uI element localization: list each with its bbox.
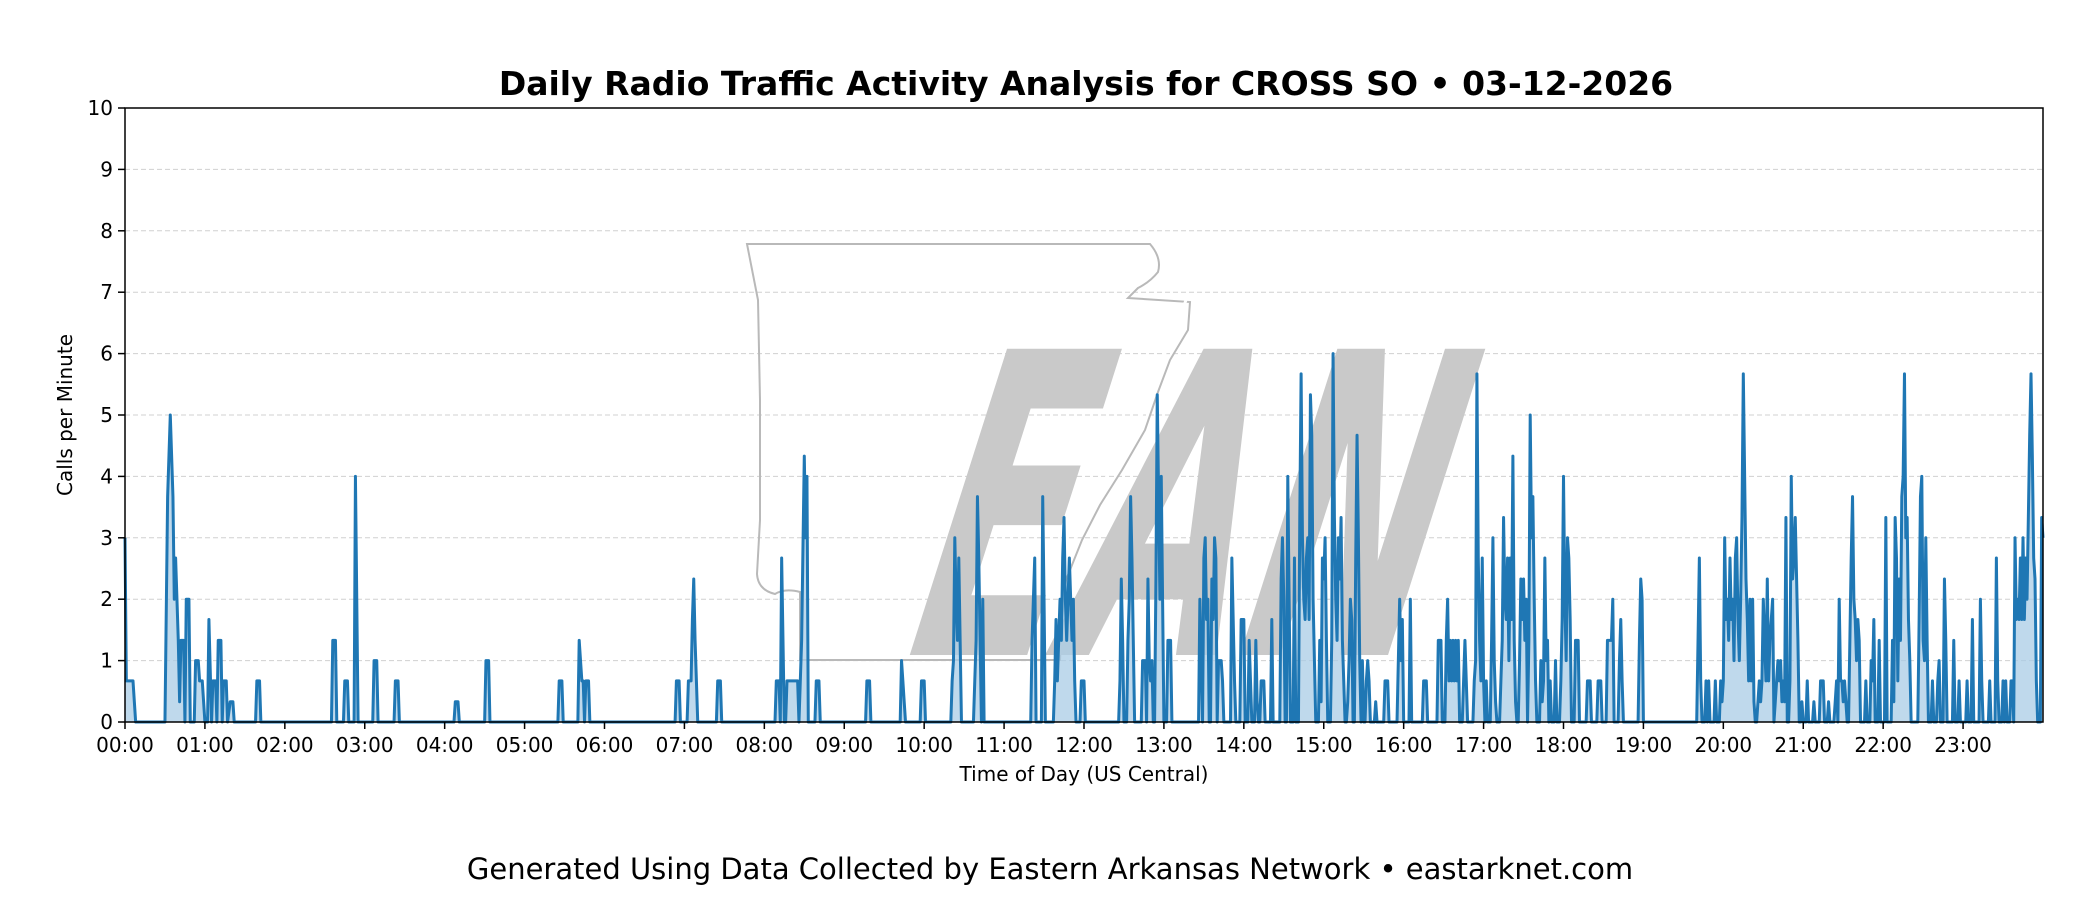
y-tick-label: 7 bbox=[100, 280, 113, 304]
x-tick-label: 13:00 bbox=[1135, 733, 1193, 757]
y-tick-label: 1 bbox=[100, 649, 113, 673]
x-tick-label: 01:00 bbox=[176, 733, 234, 757]
x-axis: 00:00 01:00 02:00 03:00 04:00 05:00 06:00 07:00… bbox=[96, 722, 1992, 757]
y-tick-label: 0 bbox=[100, 710, 113, 734]
x-tick-label: 11:00 bbox=[975, 733, 1033, 757]
x-tick-label: 08:00 bbox=[736, 733, 794, 757]
y-axis: 0 1 2 3 4 5 6 7 8 9 10 bbox=[88, 96, 125, 734]
y-tick-label: 9 bbox=[100, 157, 113, 181]
y-axis-label: Calls per Minute bbox=[53, 334, 77, 496]
y-tick-label: 5 bbox=[100, 403, 113, 427]
arkansas-outline bbox=[745, 243, 1192, 661]
x-tick-label: 21:00 bbox=[1774, 733, 1832, 757]
x-tick-label: 06:00 bbox=[576, 733, 634, 757]
x-tick-label: 00:00 bbox=[96, 733, 154, 757]
x-tick-label: 19:00 bbox=[1615, 733, 1673, 757]
x-tick-label: 09:00 bbox=[815, 733, 873, 757]
x-tick-label: 15:00 bbox=[1295, 733, 1353, 757]
footer-credit: Generated Using Data Collected by Easter… bbox=[466, 852, 1634, 886]
y-tick-label: 4 bbox=[100, 464, 113, 488]
x-tick-label: 07:00 bbox=[656, 733, 714, 757]
y-tick-label: 10 bbox=[88, 96, 113, 120]
x-tick-label: 14:00 bbox=[1215, 733, 1273, 757]
y-tick-label: 3 bbox=[100, 526, 113, 550]
x-tick-label: 20:00 bbox=[1695, 733, 1753, 757]
x-tick-label: 22:00 bbox=[1854, 733, 1912, 757]
x-tick-label: 02:00 bbox=[256, 733, 314, 757]
y-tick-label: 2 bbox=[100, 587, 113, 611]
x-tick-label: 12:00 bbox=[1055, 733, 1113, 757]
x-axis-label: Time of Day (US Central) bbox=[959, 762, 1209, 786]
y-tick-label: 8 bbox=[100, 219, 113, 243]
x-tick-label: 16:00 bbox=[1375, 733, 1433, 757]
chart-title: Daily Radio Traffic Activity Analysis fo… bbox=[499, 64, 1673, 103]
y-tick-label: 6 bbox=[100, 342, 113, 366]
x-tick-label: 03:00 bbox=[336, 733, 394, 757]
x-tick-label: 10:00 bbox=[895, 733, 953, 757]
x-tick-label: 05:00 bbox=[496, 733, 554, 757]
x-tick-label: 17:00 bbox=[1455, 733, 1513, 757]
x-tick-label: 23:00 bbox=[1934, 733, 1992, 757]
x-tick-label: 18:00 bbox=[1535, 733, 1593, 757]
x-tick-label: 04:00 bbox=[416, 733, 474, 757]
series-area bbox=[125, 353, 2043, 722]
